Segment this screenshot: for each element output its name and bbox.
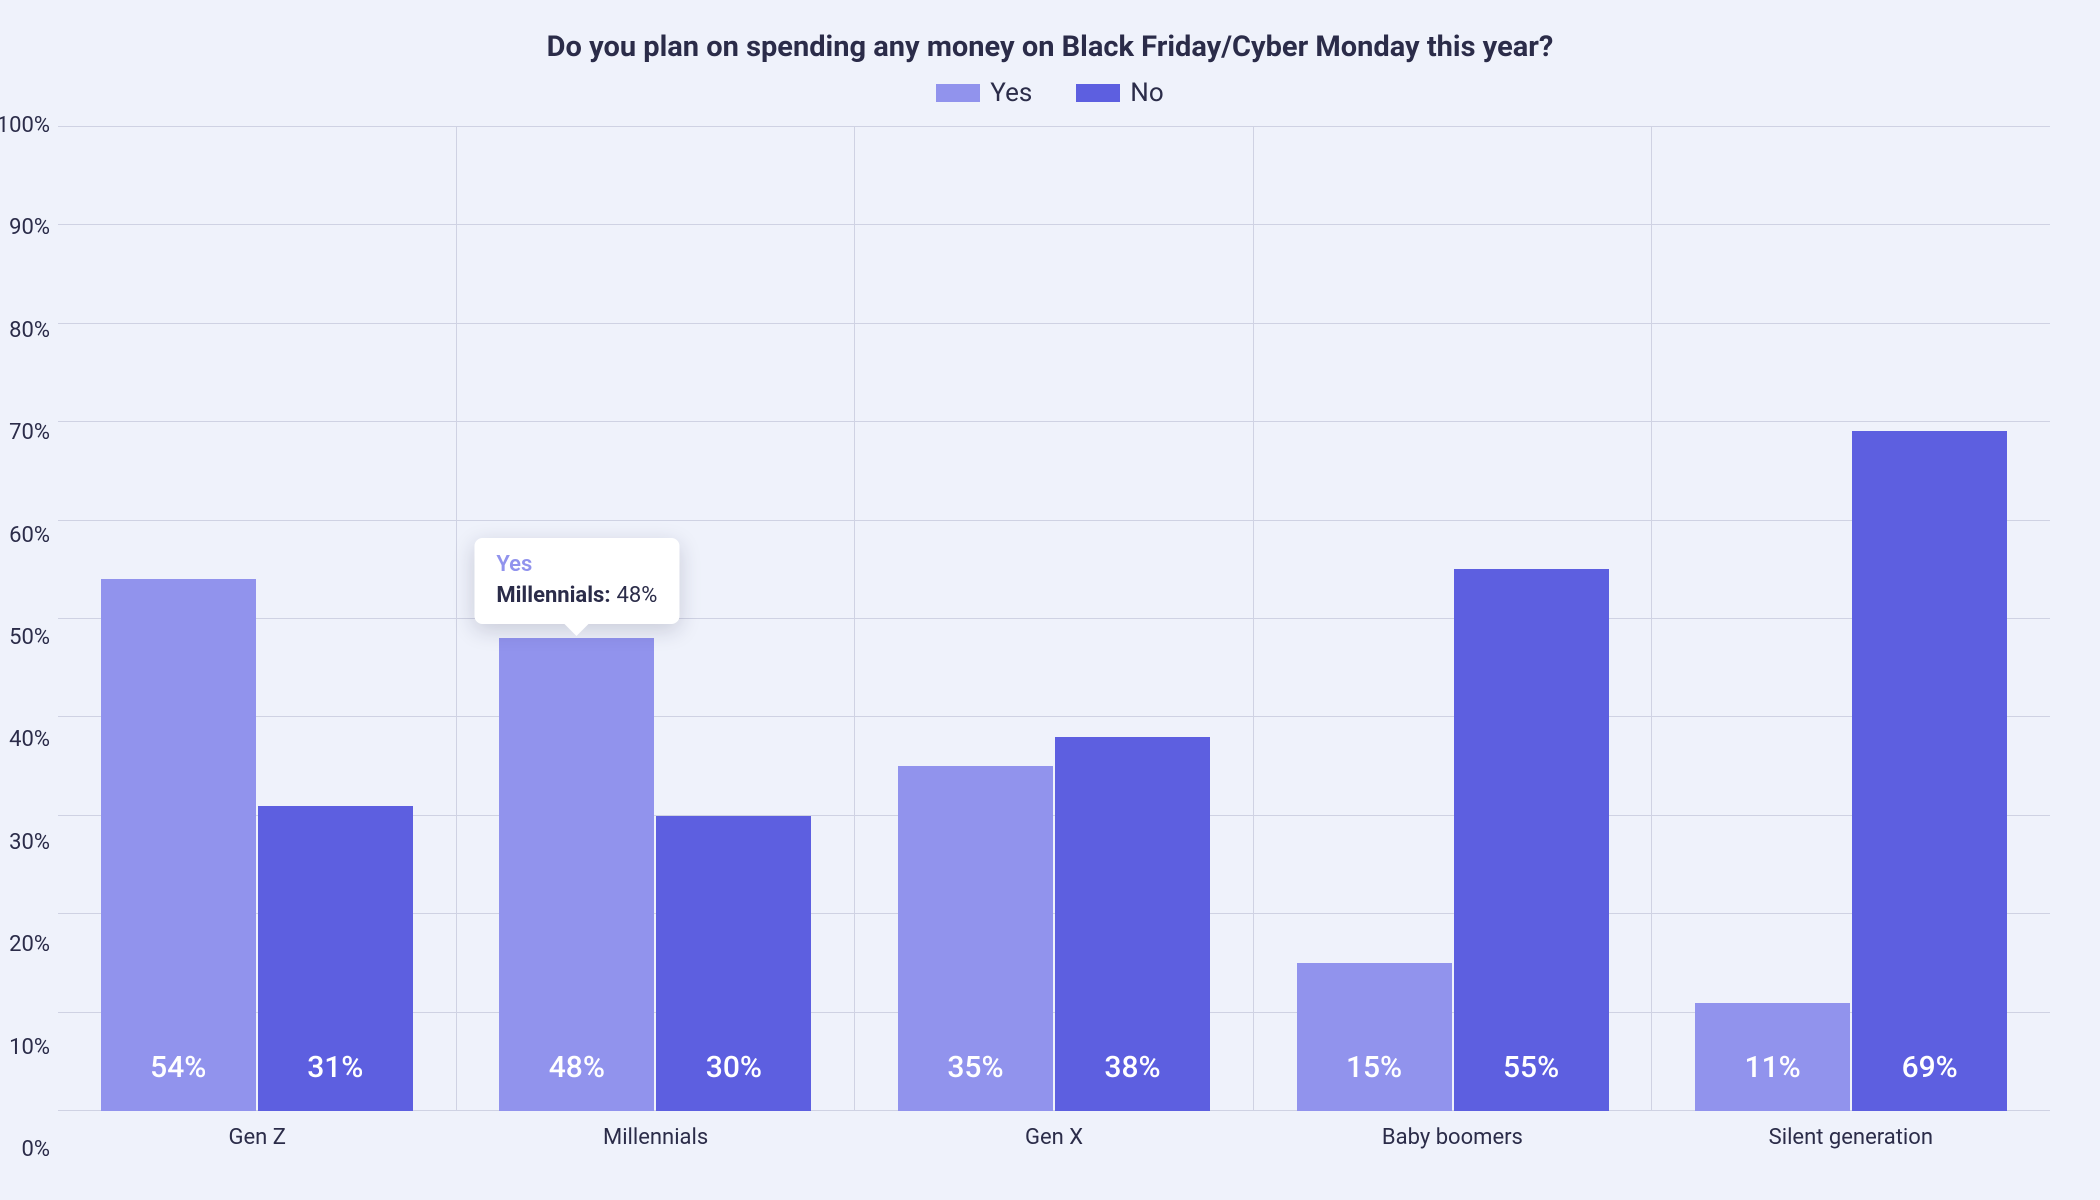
bar[interactable]: 38%: [1055, 737, 1210, 1111]
legend-item-yes[interactable]: Yes: [936, 78, 1032, 108]
legend-label-yes: Yes: [990, 78, 1032, 108]
tooltip-series-label: Yes: [496, 552, 657, 577]
bar-value-label: 11%: [1745, 1050, 1801, 1085]
bar[interactable]: 48%YesMillennials: 48%: [499, 638, 654, 1111]
bar-group: 48%YesMillennials: 48%30%: [457, 126, 856, 1111]
plot-wrap: 100%90%80%70%60%50%40%30%20%10%0% 54% 31%…: [50, 126, 2050, 1150]
legend: Yes No: [50, 78, 2050, 108]
bar[interactable]: 15%: [1297, 963, 1452, 1111]
plot-area: 54%31%48%YesMillennials: 48%30%35%38%15%…: [58, 126, 2050, 1111]
bar[interactable]: 54%: [101, 579, 256, 1111]
bar-value-label: 54%: [150, 1050, 206, 1085]
tooltip: Yes Millennials: 48%: [474, 538, 679, 624]
bar-value-label: 30%: [706, 1050, 762, 1085]
bar-value-label: 15%: [1346, 1050, 1402, 1085]
tooltip-value: 48%: [617, 583, 658, 608]
bar-value-label: 69%: [1902, 1050, 1958, 1085]
bar-value-label: 38%: [1104, 1050, 1160, 1085]
bar-value-label: 55%: [1503, 1050, 1559, 1085]
x-tick-label: Gen X: [855, 1125, 1253, 1150]
tooltip-category: Millennials:: [496, 583, 610, 608]
bar-value-label: 35%: [947, 1050, 1003, 1085]
bar-group: 15% 55%: [1254, 126, 1653, 1111]
bar-value-label: 48%: [549, 1050, 605, 1085]
bar-value-label: 31%: [307, 1050, 363, 1085]
bar[interactable]: 35%: [898, 766, 1053, 1111]
bar[interactable]: 30%: [656, 816, 811, 1112]
plot-column: 54%31%48%YesMillennials: 48%30%35%38%15%…: [58, 126, 2050, 1150]
legend-item-no[interactable]: No: [1076, 78, 1163, 108]
x-tick-label: Gen Z: [58, 1125, 456, 1150]
x-tick-label: Silent generation: [1652, 1125, 2050, 1150]
x-axis: Gen ZMillennialsGen XBaby boomersSilent …: [58, 1125, 2050, 1150]
bar-group: 54% 31%: [58, 126, 457, 1111]
y-axis: 100%90%80%70%60%50%40%30%20%10%0%: [50, 126, 58, 1150]
bar-group: 11% 69%: [1652, 126, 2050, 1111]
chart-container: Do you plan on spending any money on Bla…: [0, 0, 2100, 1200]
legend-label-no: No: [1130, 78, 1163, 108]
x-tick-label: Millennials: [456, 1125, 854, 1150]
chart-title: Do you plan on spending any money on Bla…: [50, 30, 2050, 64]
bar[interactable]: 69%: [1852, 431, 2007, 1111]
bar[interactable]: 31%: [258, 806, 413, 1111]
x-tick-label: Baby boomers: [1253, 1125, 1651, 1150]
legend-swatch-no: [1076, 84, 1120, 102]
bar-groups: 54%31%48%YesMillennials: 48%30%35%38%15%…: [58, 126, 2050, 1111]
legend-swatch-yes: [936, 84, 980, 102]
tooltip-row: Millennials: 48%: [496, 583, 657, 608]
bar-group: 35% 38%: [855, 126, 1254, 1111]
bar[interactable]: 11%: [1695, 1003, 1850, 1111]
bar[interactable]: 55%: [1454, 569, 1609, 1111]
